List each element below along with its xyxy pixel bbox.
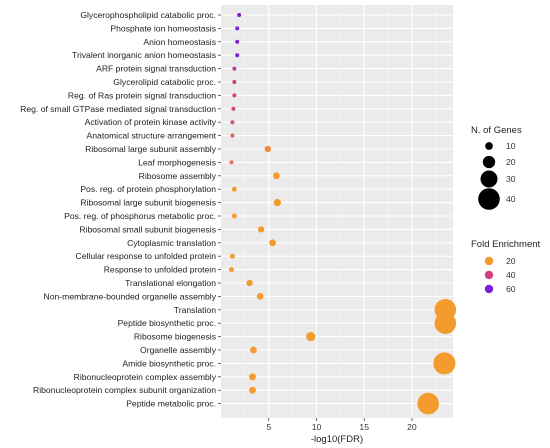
category-label: Trivalent inorganic anion homeostasis [72, 50, 216, 60]
y-axis: Glycerophospholipid catabolic proc. Phosp… [20, 10, 221, 409]
size-legend-dot [478, 188, 500, 210]
data-point [232, 93, 237, 98]
data-point [246, 279, 253, 287]
size-legend-dot [485, 142, 493, 150]
data-point [235, 39, 240, 44]
category-label: Anion homeostasis [143, 37, 216, 47]
category-label: Peptide metabolic proc. [126, 399, 216, 409]
category-label: Organelle assembly [140, 345, 217, 355]
data-point [273, 198, 281, 207]
data-point [230, 133, 235, 138]
data-point [306, 332, 316, 342]
category-label: ARF protein signal transduction [96, 64, 216, 74]
color-legend-label: 60 [506, 284, 516, 294]
data-point [231, 213, 237, 219]
data-point [231, 186, 237, 192]
category-label: Translation [174, 305, 216, 315]
category-label: Reg. of Ras protein signal transduction [68, 90, 216, 100]
data-point [232, 66, 237, 71]
data-points [229, 13, 457, 415]
category-label: Anatomical structure arrangement [87, 131, 217, 141]
data-point [257, 226, 265, 233]
data-point [433, 352, 456, 375]
x-tick-label: 20 [407, 422, 417, 432]
data-point [232, 80, 237, 84]
color-legend-dot [484, 284, 494, 294]
data-point [230, 120, 235, 125]
color-legend-dot [484, 270, 494, 280]
data-point [237, 13, 242, 17]
color-legend-label: 20 [506, 256, 516, 266]
size-legend-label: 10 [506, 141, 516, 151]
data-point [235, 53, 240, 58]
category-label: Ribosomal small subunit biogenesis [79, 224, 216, 234]
data-point [434, 312, 457, 335]
color-legend-dot [484, 256, 494, 266]
size-legend-dot [482, 155, 496, 169]
category-label: Pos. reg. of phosphorus metabolic proc. [64, 211, 216, 221]
size-legend-items: 10 20 30 40 [478, 141, 516, 210]
data-point [235, 26, 240, 31]
category-label: Leaf morphogenesis [138, 157, 216, 167]
color-legend: Fold Enrichment 20 40 60 [471, 239, 541, 294]
category-label: Ribosome biogenesis [134, 332, 216, 342]
category-label: Activation of protein kinase activity [85, 117, 217, 127]
data-point [272, 172, 280, 180]
x-axis: 5 10 15 20 [266, 418, 417, 432]
x-tick-label: 5 [266, 422, 271, 432]
data-point [249, 386, 256, 394]
data-point [229, 160, 234, 165]
data-point [250, 346, 257, 354]
size-legend-title: N. of Genes [471, 125, 522, 136]
plot-background [221, 5, 453, 418]
data-point [256, 293, 264, 300]
category-label: Phosphate ion homeostasis [110, 23, 216, 33]
data-point [229, 253, 235, 259]
grid-major [221, 5, 453, 418]
data-point [231, 106, 236, 111]
category-label: Glycerolipid catabolic proc. [113, 77, 216, 87]
data-point [229, 267, 234, 273]
data-point [249, 373, 256, 381]
category-label: Reg. of small GTPase mediated signal tra… [20, 104, 216, 114]
category-label: Ribosome assembly [139, 171, 217, 181]
category-label: Translational elongation [125, 278, 216, 288]
color-legend-title: Fold Enrichment [471, 239, 541, 250]
color-legend-items: 20 40 60 [484, 256, 516, 294]
category-label: Amide biosynthetic proc. [122, 358, 216, 368]
x-tick-label: 10 [312, 422, 322, 432]
category-label: Ribonucleoprotein complex assembly [74, 372, 217, 382]
category-label: Cytoplasmic translation [127, 238, 216, 248]
category-label: Response to unfolded protein [104, 265, 216, 275]
category-label: Pos. reg. of protein phosphorylation [80, 184, 216, 194]
size-legend-label: 30 [506, 174, 516, 184]
category-label: Ribosomal large subunit assembly [85, 144, 217, 154]
x-axis-title: -log10(FDR) [311, 434, 363, 445]
category-label: Peptide biosynthetic proc. [118, 318, 216, 328]
category-label: Cellular response to unfolded protein [76, 251, 217, 261]
size-legend-dot [480, 170, 498, 188]
size-legend: N. of Genes 10 20 30 40 [471, 125, 522, 210]
category-label: Ribosomal large subunit biogenesis [80, 198, 216, 208]
category-label: Glycerophospholipid catabolic proc. [80, 10, 216, 20]
category-label: Ribonucleoprotein complex subunit organi… [33, 385, 216, 395]
grid-minor [244, 5, 437, 418]
data-point [264, 145, 271, 153]
x-tick-label: 15 [359, 422, 369, 432]
size-legend-label: 40 [506, 194, 516, 204]
data-point [269, 239, 276, 247]
size-legend-label: 20 [506, 157, 516, 167]
category-label: Non-membrane-bounded organelle assembly [44, 291, 217, 301]
data-point [417, 392, 439, 415]
color-legend-label: 40 [506, 270, 516, 280]
